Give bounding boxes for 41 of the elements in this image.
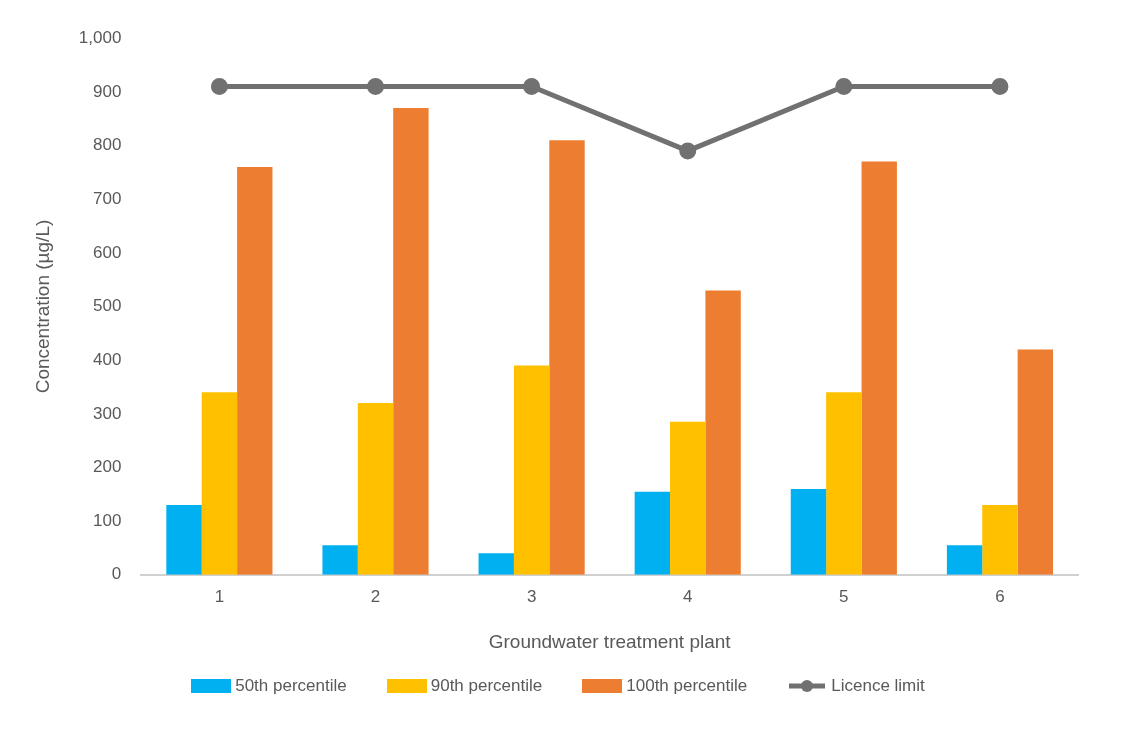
bar xyxy=(861,161,897,575)
legend-label: 50th percentile xyxy=(235,676,347,696)
bar xyxy=(790,488,827,575)
y-tick-label: 600 xyxy=(92,242,122,262)
bar xyxy=(946,545,983,575)
y-tick-label: 700 xyxy=(92,188,122,208)
bar xyxy=(357,403,394,575)
x-tick-label: 1 xyxy=(214,586,225,606)
y-tick-label: 200 xyxy=(92,457,122,477)
y-tick-label: 500 xyxy=(92,296,122,316)
legend-label: 90th percentile xyxy=(430,676,543,696)
y-tick-label: 400 xyxy=(92,349,122,369)
bar xyxy=(670,421,706,575)
bar xyxy=(634,491,671,575)
x-tick-label: 3 xyxy=(526,586,537,606)
y-tick-label: 100 xyxy=(92,510,122,530)
x-tick-label: 4 xyxy=(682,586,693,606)
y-tick-label: 300 xyxy=(92,403,122,423)
bar xyxy=(237,166,273,575)
bar xyxy=(826,392,862,575)
bar xyxy=(549,140,585,575)
y-tick-label: 900 xyxy=(92,81,122,101)
x-axis-title: Groundwater treatment plant xyxy=(488,630,732,652)
bar xyxy=(1017,349,1054,575)
y-tick-label: 800 xyxy=(92,135,122,155)
bar xyxy=(982,505,1018,575)
y-axis-title: Concentration (µg/L) xyxy=(31,219,53,394)
bar xyxy=(322,545,358,575)
y-tick-label: 0 xyxy=(111,564,122,584)
legend-label: 100th percentile xyxy=(626,676,748,696)
x-tick-label: 6 xyxy=(995,586,1005,606)
bar xyxy=(513,365,550,575)
bar xyxy=(201,392,238,575)
bar xyxy=(393,107,429,575)
bar xyxy=(705,290,741,575)
y-tick-label: 1,000 xyxy=(78,27,122,47)
bar xyxy=(478,553,514,575)
bar xyxy=(166,505,202,575)
x-tick-label: 2 xyxy=(370,586,381,606)
legend-label: Licence limit xyxy=(831,676,925,696)
x-tick-label: 5 xyxy=(839,586,849,606)
